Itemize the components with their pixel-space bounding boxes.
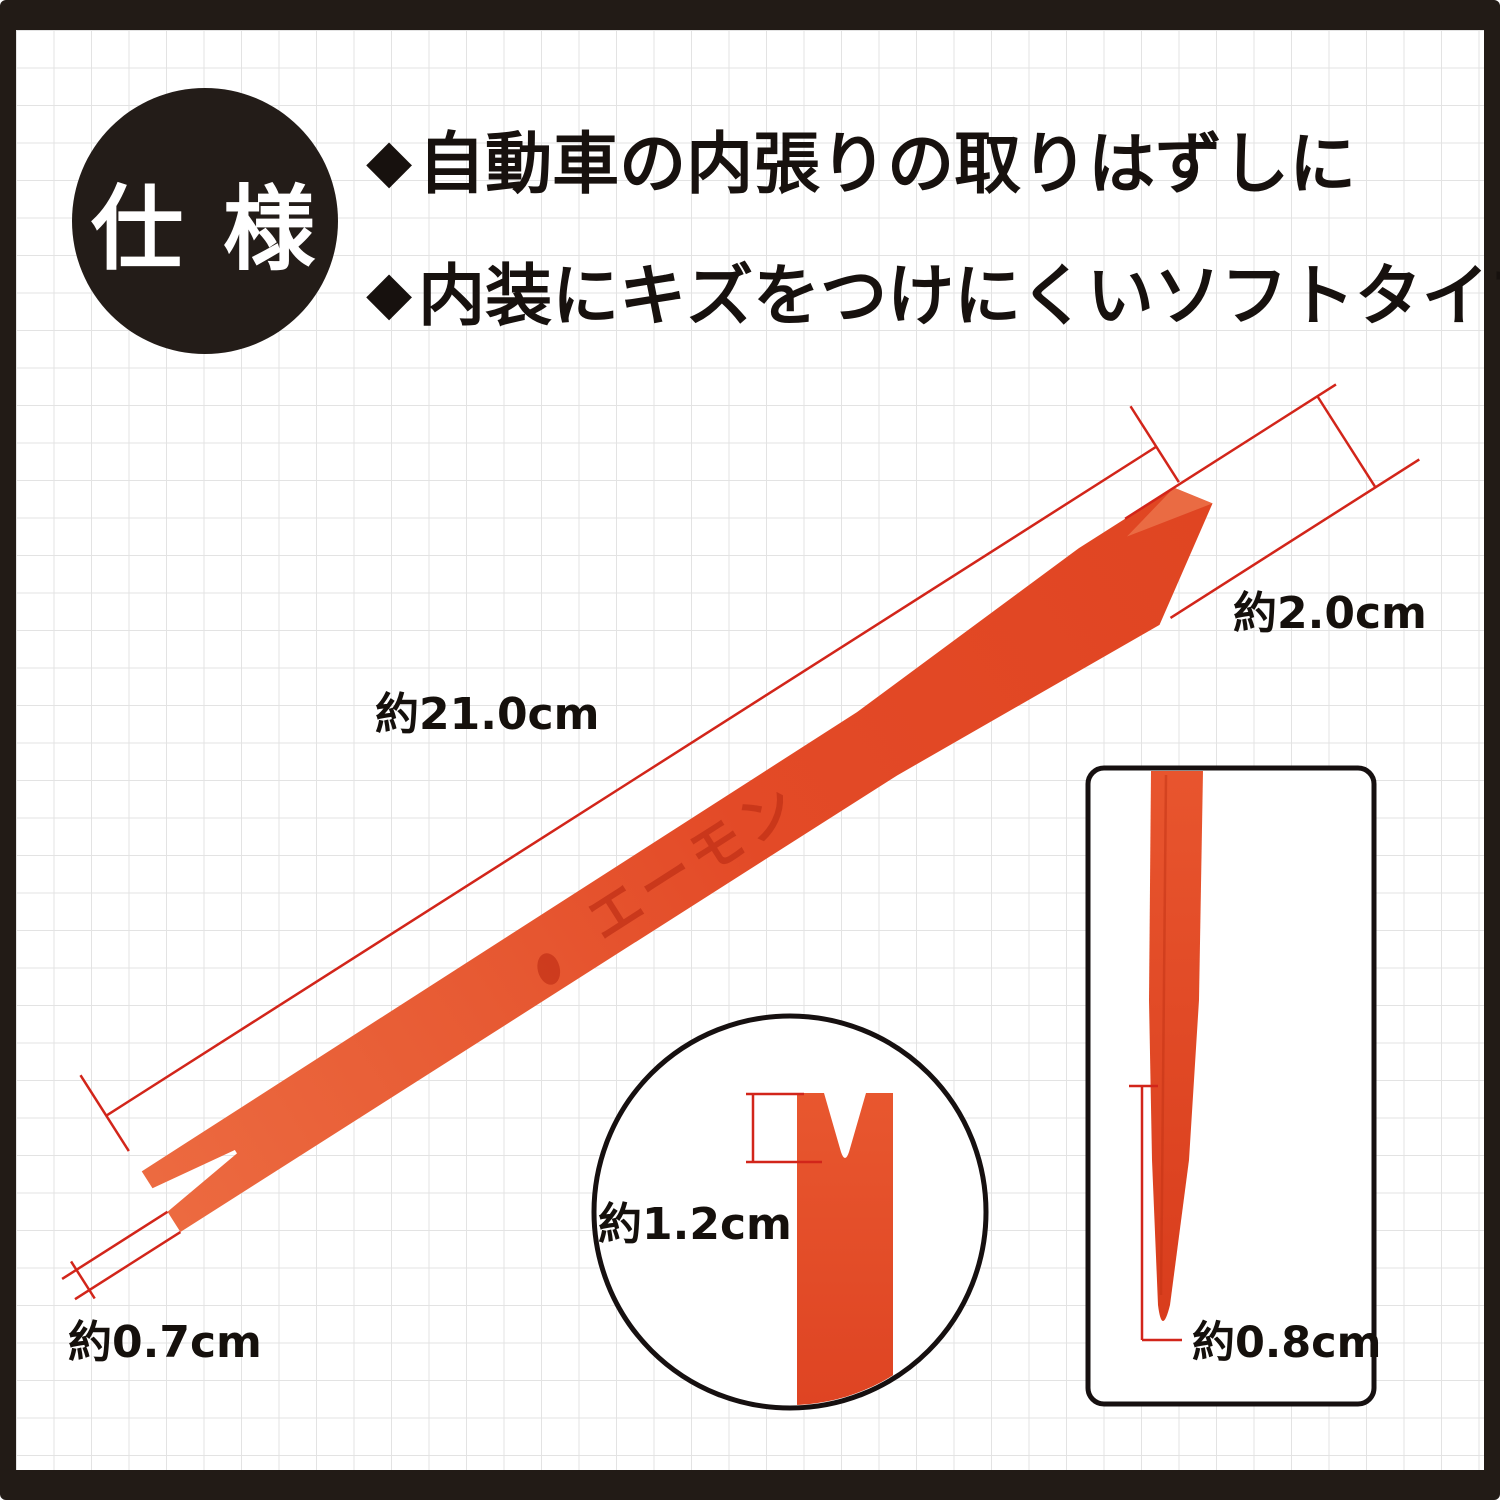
spec-badge: 仕 様 (72, 88, 338, 354)
brand-logo-mark (537, 953, 561, 985)
tip-zoom-callout (1085, 765, 1377, 1407)
diamond-icon: ◆ (366, 126, 413, 196)
tip-bevel-facet (1126, 487, 1213, 537)
fork-zoom-dimension (746, 1092, 822, 1164)
brand-emboss-text: エーモン (576, 771, 812, 953)
dimension-tick-length-right (1129, 405, 1180, 483)
fork-zoom-callout (591, 1013, 989, 1411)
pry-tool-body (141, 487, 1213, 1233)
dimension-ext-blade-b (1169, 458, 1420, 619)
spec-badge-label: 仕 様 (90, 175, 320, 283)
diamond-icon: ◆ (366, 258, 413, 328)
dimension-label-notch: 約1.2cm (598, 1199, 792, 1250)
dimension-ext-blade-a (1124, 383, 1337, 520)
feature-text-1: 自動車の内張りの取りはずしに (418, 125, 1357, 203)
dimension-ext-fork-a (61, 1210, 169, 1281)
dimension-connector-fork (70, 1260, 96, 1300)
feature-line-1: ◆自動車の内張りの取りはずしに (366, 125, 1357, 203)
dimension-lines (61, 383, 1420, 1301)
feature-line-2: ◆内装にキズをつけにくいソフトタイプ (366, 257, 1500, 335)
dimension-ext-fork-b (74, 1230, 182, 1301)
dimension-label-blade-width: 約2.0cm (1233, 588, 1427, 639)
dimension-tick-length-left (79, 1074, 130, 1152)
dimension-connector-blade (1316, 395, 1377, 489)
dimension-label-fork-width: 約0.7cm (68, 1317, 262, 1368)
dimension-label-length: 約21.0cm (375, 689, 600, 740)
tip-edge-line (1159, 774, 1168, 1296)
dimension-label-tip: 約0.8cm (1192, 1318, 1382, 1368)
fork-zoom-shape (797, 1093, 893, 1405)
tip-zoom-dimension (1129, 1084, 1182, 1342)
dimension-line-length (105, 445, 1157, 1117)
feature-text-2: 内装にキズをつけにくいソフトタイプ (418, 257, 1500, 335)
